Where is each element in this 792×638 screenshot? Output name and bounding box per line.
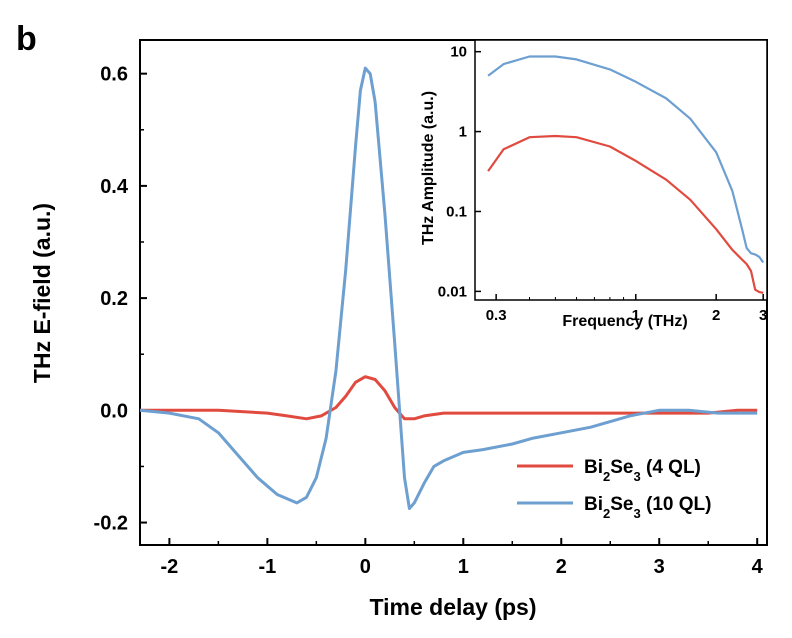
inset-y-tick-label: 1 bbox=[459, 124, 467, 141]
main-series-line-red bbox=[140, 375, 758, 421]
inset-ticks: 0.3 1 2 3 0.01 0.1 1 10 bbox=[438, 44, 768, 324]
inset-x-tick-label: 1 bbox=[632, 307, 640, 324]
main-x-tick-label: 2 bbox=[556, 556, 567, 578]
main-y-tick-label: 0.0 bbox=[100, 400, 128, 422]
inset-y-tick-label: 10 bbox=[450, 44, 467, 61]
inset-series-line-red bbox=[487, 134, 764, 294]
main-plot: -2 -1 0 1 2 3 4 -0.2 0.0 0.2 0.4 0.6 Time delay (ps… bbox=[29, 39, 768, 620]
main-x-tick-label: -2 bbox=[160, 556, 178, 578]
main-series-line-blue bbox=[139, 66, 758, 510]
inset-y-axis-title: THz Amplitude (a.u.) bbox=[420, 91, 437, 245]
inset-x-tick-label: 0.3 bbox=[486, 307, 507, 324]
panel-label: b bbox=[16, 20, 37, 58]
main-x-tick-label: -1 bbox=[258, 556, 276, 578]
inset-x-axis-title: Frequency (THz) bbox=[562, 313, 687, 330]
main-x-tick-label: 0 bbox=[360, 556, 371, 578]
inset-y-tick-label: 0.01 bbox=[438, 283, 467, 300]
main-series bbox=[139, 66, 758, 510]
inset-series-line-blue bbox=[487, 55, 765, 264]
legend-label: Bi2Se3 (4 QL) bbox=[584, 457, 701, 484]
legend: Bi2Se3 (4 QL) Bi2Se3 (10 QL) bbox=[517, 457, 711, 521]
main-y-tick-label: 0.6 bbox=[100, 64, 128, 86]
main-x-axis-title: Time delay (ps) bbox=[369, 594, 536, 620]
main-x-tick-label: 3 bbox=[654, 556, 665, 578]
main-y-axis-title: THz E-field (a.u.) bbox=[29, 203, 55, 383]
inset-plot: 0.3 1 2 3 0.01 0.1 1 10 Frequency (THz) THz Amp… bbox=[420, 39, 768, 330]
main-y-tick-label: 0.4 bbox=[100, 176, 129, 198]
legend-label: Bi2Se3 (10 QL) bbox=[584, 494, 711, 521]
inset-x-tick-label: 3 bbox=[759, 307, 767, 324]
main-y-tick-label: 0.2 bbox=[100, 288, 128, 310]
inset-y-tick-label: 0.1 bbox=[446, 203, 467, 220]
main-ticks: -2 -1 0 1 2 3 4 -0.2 0.0 0.2 0.4 0.6 bbox=[94, 64, 764, 578]
main-x-tick-label: 1 bbox=[458, 556, 469, 578]
inset-series bbox=[487, 55, 765, 294]
main-y-tick-label: -0.2 bbox=[94, 513, 128, 535]
main-x-tick-label: 4 bbox=[752, 556, 764, 578]
inset-x-tick-label: 2 bbox=[712, 307, 720, 324]
inset-plot-frame bbox=[474, 39, 768, 301]
